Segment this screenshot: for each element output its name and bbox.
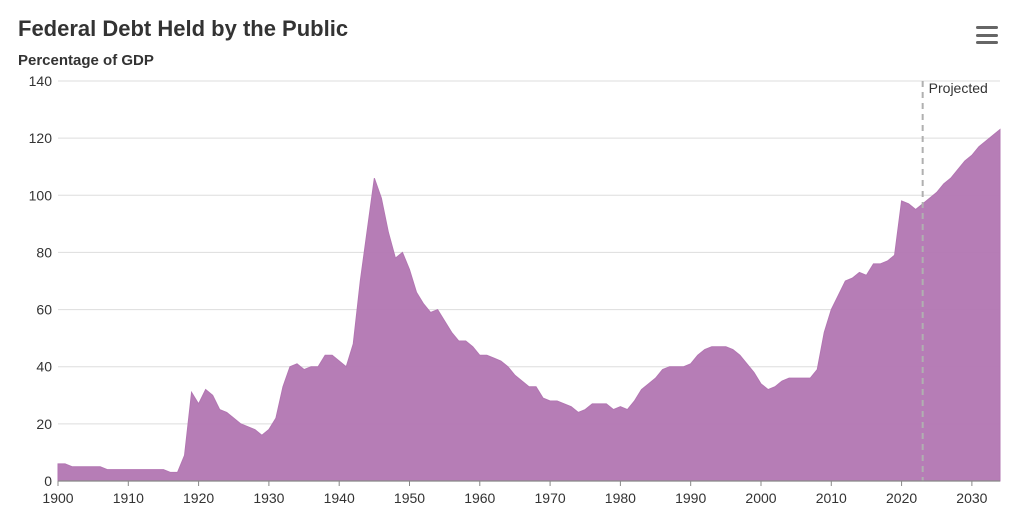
x-tick-label: 1900 [42, 490, 73, 506]
x-tick-label: 1940 [324, 490, 355, 506]
y-tick-label: 120 [29, 130, 53, 146]
x-tick-label: 1950 [394, 490, 425, 506]
projected-label: Projected [929, 80, 988, 96]
y-tick-label: 20 [36, 416, 52, 432]
x-tick-label: 1990 [675, 490, 706, 506]
chart-title: Federal Debt Held by the Public [18, 16, 1006, 42]
chart-container: 0 20 40 60 80 100 120 140 Projected 1900 1910 1920 1… [18, 73, 1006, 513]
y-tick-label: 140 [29, 73, 53, 89]
hamburger-icon[interactable] [976, 26, 998, 44]
x-tick-label: 1920 [183, 490, 214, 506]
area-chart: 0 20 40 60 80 100 120 140 Projected 1900 1910 1920 1… [18, 73, 1006, 513]
x-tick-label: 1930 [253, 490, 284, 506]
y-tick-label: 40 [36, 359, 52, 375]
x-tick-label: 1960 [464, 490, 495, 506]
y-tick-label: 100 [29, 187, 53, 203]
x-tick-label: 2000 [745, 490, 776, 506]
x-tick-label: 1980 [605, 490, 636, 506]
x-tick-label: 1970 [535, 490, 566, 506]
y-tick-label: 60 [36, 302, 52, 318]
y-axis-title: Percentage of GDP [18, 52, 1006, 69]
x-tick-label: 2030 [956, 490, 987, 506]
x-tick-label: 2020 [886, 490, 917, 506]
y-tick-label: 80 [36, 244, 52, 260]
y-tick-label: 0 [44, 473, 52, 489]
x-tick-label: 2010 [816, 490, 847, 506]
x-tick-label: 1910 [113, 490, 144, 506]
